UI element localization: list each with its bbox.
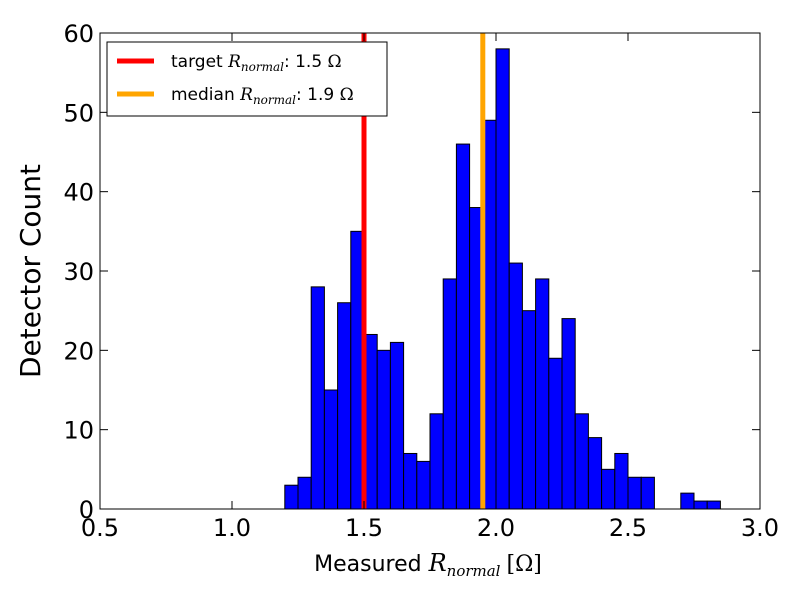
x-tick-label: 1.5 [345, 514, 383, 542]
x-tick-label: 2.0 [477, 514, 515, 542]
y-tick-label: 10 [63, 417, 94, 445]
y-tick-label: 30 [63, 258, 94, 286]
histogram-bar [640, 476, 655, 510]
x-tick-label: 0.5 [81, 514, 119, 542]
histogram-bar [389, 341, 405, 510]
x-tick-label: 1.0 [213, 514, 251, 542]
legend-entry: median Rnormal: 1.9 Ω [171, 85, 354, 107]
histogram-bar [442, 278, 457, 510]
x-axis-label-subscript: normal [447, 562, 501, 580]
histogram-bar [601, 468, 616, 510]
histogram-bar [416, 460, 431, 510]
legend-entry: target Rnormal: 1.5 Ω [171, 52, 342, 74]
y-tick-label: 60 [63, 20, 94, 48]
histogram-bar [693, 500, 708, 510]
axis-ticks: 0.5 1.0 1.5 2.0 2.5 3.0 0 10 20 30 40 50 60 [63, 20, 779, 542]
histogram-bar [587, 437, 603, 510]
y-tick-label: 50 [63, 99, 94, 127]
legend-box [106, 41, 388, 117]
histogram-bar [403, 452, 418, 510]
x-axis-label-symbol: R [428, 549, 447, 577]
histogram-bar [535, 278, 550, 510]
histogram-bar [429, 413, 444, 510]
histogram-bar [627, 476, 642, 510]
histogram-bar [297, 476, 312, 510]
histogram-bar [614, 452, 629, 510]
histogram-bar [548, 357, 563, 510]
histogram-bar [574, 413, 589, 510]
histogram-bar [561, 318, 576, 510]
histogram-bar [508, 262, 523, 510]
x-tick-label: 3.0 [741, 514, 779, 542]
histogram-bar [337, 302, 352, 510]
histogram-bar [376, 349, 391, 510]
histogram-bars [284, 48, 721, 510]
histogram-bar [455, 143, 471, 510]
y-tick-label: 20 [63, 337, 94, 365]
y-tick-label: 40 [63, 179, 94, 207]
x-axis-label-unit: [Ω] [506, 552, 541, 577]
histogram-bar [323, 389, 339, 510]
histogram-bar [495, 48, 510, 510]
histogram-bar [284, 484, 299, 510]
x-tick-label: 2.5 [609, 514, 647, 542]
x-axis-label-prefix: Measured [314, 552, 428, 577]
legend: target Rnormal: 1.5 Ω median Rnormal: 1.9… [106, 41, 388, 117]
histogram-bar [521, 310, 537, 510]
histogram-bar [310, 286, 325, 510]
y-tick-label: 0 [79, 496, 94, 524]
x-axis-label: Measured Rnormal [Ω] [314, 549, 542, 580]
histogram-bar [680, 492, 695, 510]
histogram-bar [706, 500, 721, 510]
y-axis-label: Detector Count [14, 164, 47, 378]
